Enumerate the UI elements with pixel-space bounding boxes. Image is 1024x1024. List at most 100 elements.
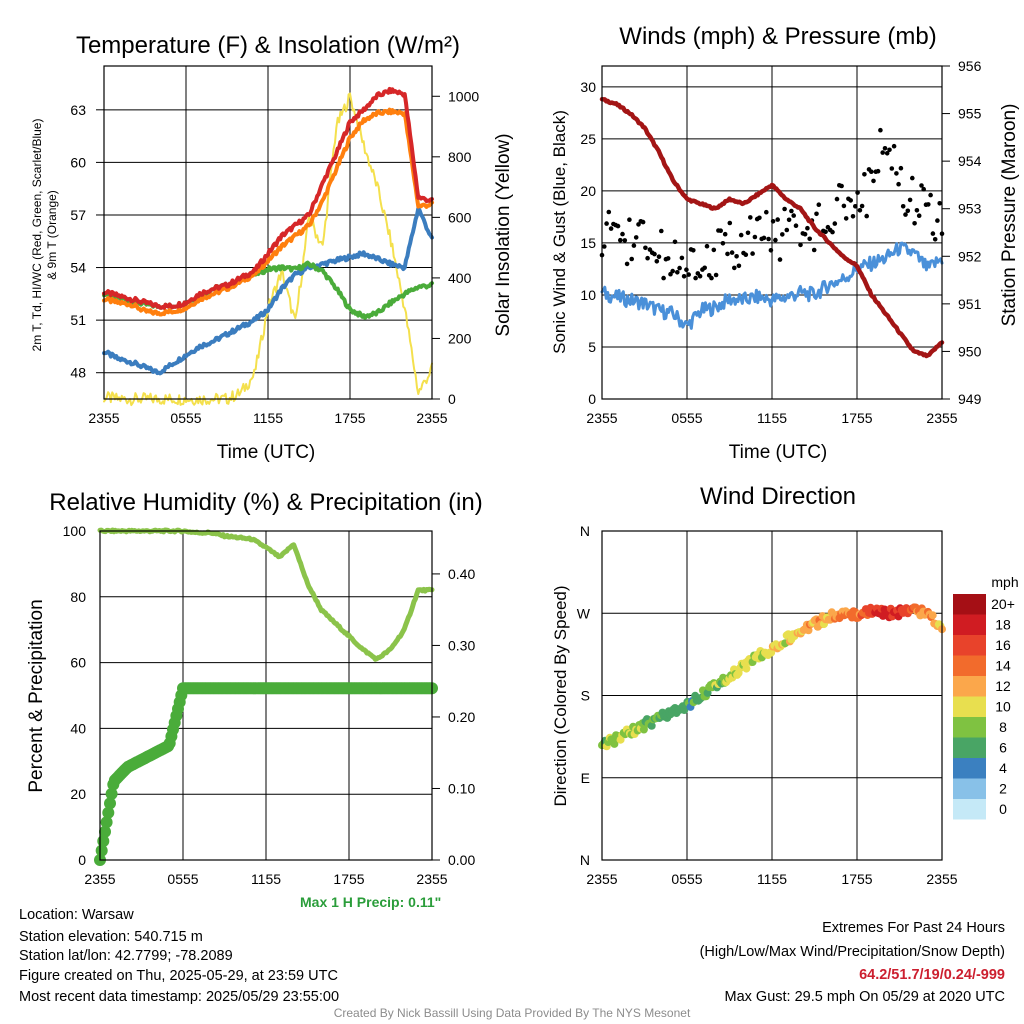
x-tick-label: 2355 (926, 410, 957, 426)
gust-point (624, 261, 630, 267)
x-tick-label: 1155 (757, 410, 787, 426)
legend-label: 8 (999, 719, 1007, 735)
gust-point (748, 215, 753, 220)
gust-point (855, 190, 860, 195)
gust-point (777, 257, 783, 262)
x-tick-label: 2355 (926, 871, 957, 887)
gust-point (770, 219, 776, 224)
gust-point (602, 244, 607, 249)
precip-point (102, 806, 115, 819)
legend-swatch (953, 717, 986, 738)
y-tick-label: N (580, 523, 590, 539)
y-tick-label: N (580, 852, 590, 868)
gust-point (871, 178, 876, 184)
legend-title: mph (991, 574, 1018, 590)
gust-point (816, 202, 822, 207)
gust-point (679, 255, 685, 261)
y2-tick-label: 200 (448, 330, 472, 346)
gust-point (864, 213, 869, 219)
gust-point (880, 150, 885, 155)
gust-point (916, 213, 922, 218)
gust-point (627, 217, 632, 222)
x-tick-label: 2355 (88, 410, 119, 426)
plot-border (99, 530, 433, 861)
gust-point (896, 181, 901, 187)
gust-point (830, 229, 835, 235)
gust-point (702, 265, 707, 271)
gust-point (907, 197, 913, 203)
gust-point (900, 204, 906, 209)
gust-point (643, 245, 648, 251)
direction-point (767, 648, 776, 657)
legend-swatch (953, 655, 986, 676)
temperature-line (102, 86, 434, 310)
gust-point (693, 275, 698, 281)
created-text: Figure created on Thu, 2025-05-29, at 23… (19, 968, 338, 984)
location-text: Location: Warsaw (19, 907, 134, 923)
y2-tick-label: 0.30 (448, 637, 475, 653)
credit-text: Created By Nick Bassill Using Data Provi… (333, 1006, 691, 1020)
gust-point (805, 225, 810, 231)
relative-humidity-line (97, 527, 435, 662)
y-tick-label: S (581, 688, 590, 704)
legend-label: 18 (995, 617, 1011, 633)
gust-point (848, 198, 853, 203)
x-tick-label: 0555 (671, 871, 702, 887)
heat-index-line (102, 206, 434, 376)
y2-axis-label: Solar Insolation (Yellow) (493, 133, 514, 336)
extremes-values: 64.2/51.7/19/0.24/-999 (859, 967, 1005, 983)
legend-label: 20+ (991, 596, 1015, 612)
gust-point (743, 252, 749, 257)
gust-point (841, 203, 847, 209)
x-tick-label: 1155 (253, 410, 283, 426)
gust-point (786, 217, 792, 223)
y2-tick-label: 953 (958, 201, 982, 217)
y2-tick-label: 951 (958, 296, 982, 312)
extremes-subheading: (High/Low/Max Wind/Precipitation/Snow De… (699, 944, 1005, 960)
gust-point (745, 230, 751, 236)
y-tick-label: 40 (70, 720, 86, 736)
x-axis-label: Time (UTC) (217, 442, 316, 463)
direction-point (742, 664, 751, 673)
y-tick-label: 0 (588, 391, 596, 407)
y2-tick-label: 0.10 (448, 780, 475, 796)
legend-swatch (953, 799, 986, 820)
y-tick-label: 15 (580, 235, 596, 251)
gust-point (793, 223, 799, 228)
x-tick-label: 1755 (333, 871, 364, 887)
gust-point (672, 239, 678, 245)
y-tick-label: 48 (70, 365, 86, 381)
precip-point (100, 816, 113, 829)
chart-1 (103, 66, 433, 399)
gust-point (684, 267, 689, 273)
gust-point (654, 259, 660, 264)
max-precip-annotation: Max 1 H Precip: 0.11" (300, 894, 442, 910)
legend-label: 6 (999, 740, 1007, 756)
chart-2 (601, 66, 943, 399)
gust-point (891, 143, 897, 149)
gust-point (814, 211, 819, 217)
y2-tick-label: 952 (958, 248, 982, 264)
gust-point (889, 166, 895, 171)
gust-point (675, 270, 680, 275)
gust-point (921, 186, 926, 192)
y2-tick-label: 0.20 (448, 709, 475, 725)
gust-point (652, 251, 657, 257)
direction-point (647, 721, 656, 730)
y-tick-label: 100 (63, 523, 87, 539)
gust-point (615, 223, 621, 229)
y-axis-label: Direction (Colored By Speed) (551, 585, 570, 806)
legend-label: 2 (999, 781, 1007, 797)
precip-point (95, 844, 108, 857)
y-tick-label: 63 (70, 102, 86, 118)
max-gust-text: Max Gust: 29.5 mph On 05/29 at 2020 UTC (724, 989, 1005, 1005)
y2-axis-label: Station Pressure (Maroon) (999, 104, 1020, 327)
gust-point (629, 256, 634, 262)
x-tick-label: 0555 (167, 871, 198, 887)
y2-tick-label: 0.40 (448, 566, 475, 582)
gust-point (738, 232, 744, 238)
y-tick-label: 25 (580, 131, 596, 147)
precip-point (104, 797, 116, 810)
y-tick-label: 80 (70, 589, 86, 605)
